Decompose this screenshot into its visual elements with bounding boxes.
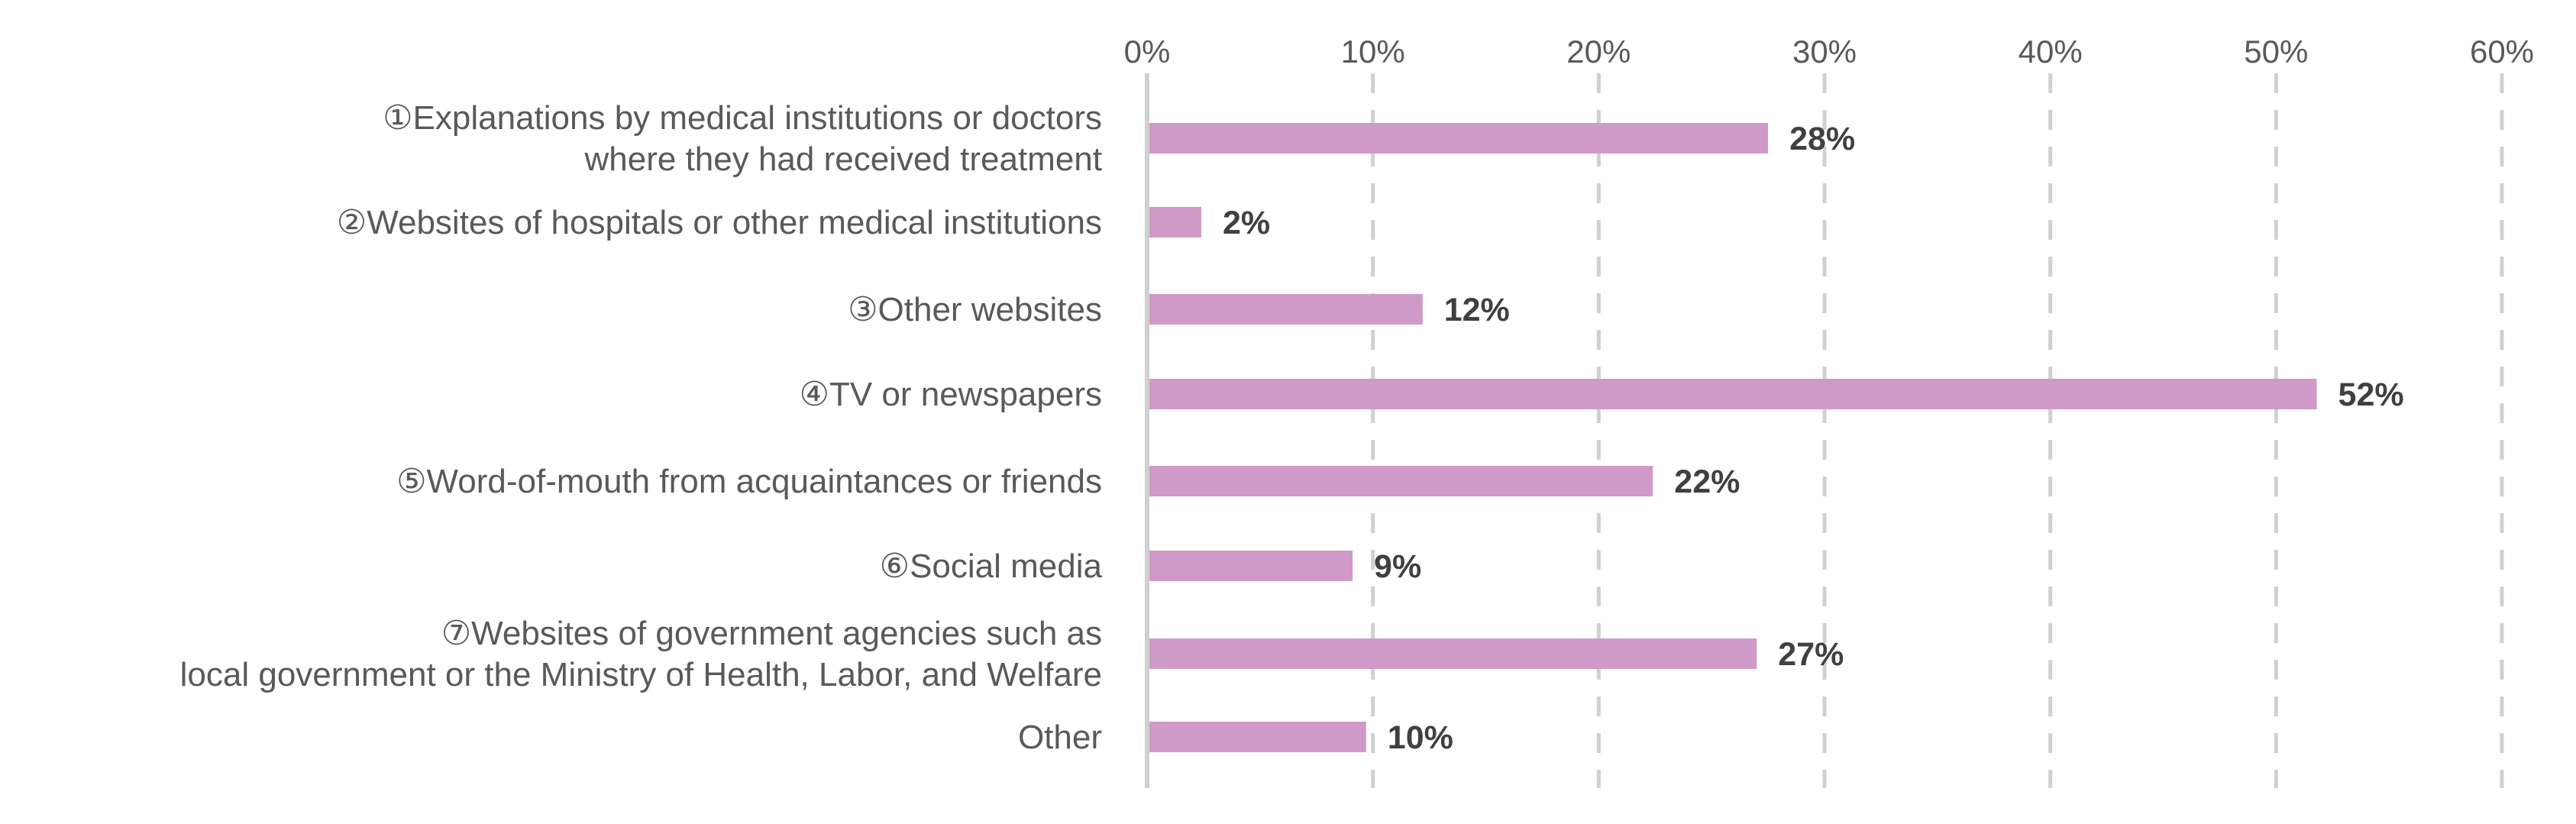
x-tick-label: 40% (2018, 34, 2083, 69)
data-label: 22% (1674, 464, 1740, 500)
category-label: Other (1018, 719, 1102, 756)
data-label: 2% (1223, 205, 1270, 241)
data-label: 9% (1374, 548, 1421, 585)
bar (1149, 379, 2317, 409)
x-tick-label: 30% (1792, 34, 1857, 69)
category-labels: ①Explanations by medical institutions or… (180, 99, 1103, 756)
category-label: ⑥Social media (880, 548, 1103, 585)
x-tick-label: 20% (1566, 34, 1631, 69)
bar (1149, 551, 1353, 581)
bar (1149, 123, 1769, 153)
data-label: 27% (1778, 636, 1844, 673)
bar (1149, 207, 1201, 238)
bar (1149, 294, 1423, 325)
grid-layer (1371, 73, 2504, 788)
x-tick-label: 10% (1341, 34, 1405, 69)
x-tick-label: 60% (2470, 34, 2534, 69)
category-label: ⑦Websites of government agencies such as (441, 615, 1102, 652)
category-label: ①Explanations by medical institutions or… (383, 99, 1102, 137)
data-label: 12% (1444, 292, 1510, 328)
category-label: ③Other websites (848, 291, 1102, 328)
data-labels: 28% 2% 12% 52% 22% 9% 27% 10% (1223, 121, 2404, 756)
category-label: where they had received treatment (584, 141, 1103, 178)
data-label: 10% (1388, 719, 1453, 756)
category-label: local government or the Ministry of Heal… (180, 656, 1102, 693)
data-label: 28% (1789, 121, 1855, 157)
x-tick-label: 0% (1124, 34, 1171, 69)
category-label: ⑤Word-of-mouth from acquaintances or fri… (396, 463, 1102, 500)
bar (1149, 466, 1653, 496)
x-tick-label: 50% (2244, 34, 2308, 69)
category-label: ④TV or newspapers (800, 376, 1103, 413)
data-label: 52% (2338, 376, 2404, 413)
bar (1149, 722, 1366, 752)
bar (1149, 638, 1757, 669)
category-label: ②Websites of hospitals or other medical … (337, 204, 1102, 241)
bars (1149, 123, 2317, 752)
x-axis-ticks: 0% 10% 20% 30% 40% 50% 60% (1124, 34, 2534, 69)
